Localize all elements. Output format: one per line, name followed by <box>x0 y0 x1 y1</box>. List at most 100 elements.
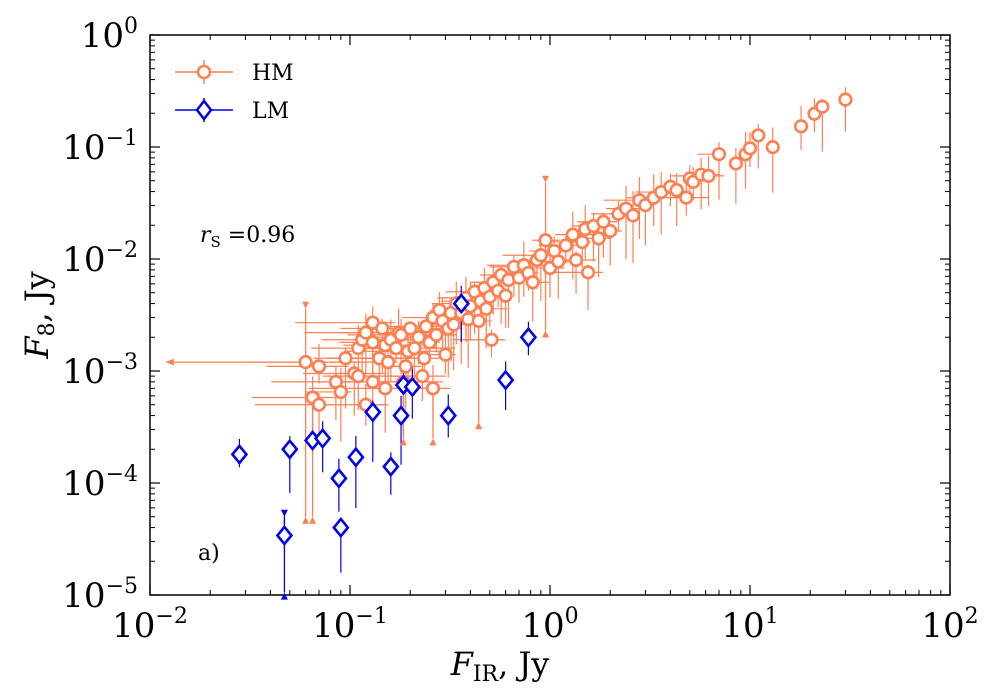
y-tick-label: 10−2 <box>62 238 138 280</box>
hm-point <box>358 325 373 340</box>
y-tick-label-exp: −2 <box>106 238 138 263</box>
x-tick-label-base: 10 <box>921 606 964 646</box>
y-tick-label-base: 10 <box>62 128 105 168</box>
x-tick-label-exp: −2 <box>155 604 187 629</box>
hm-point <box>471 313 486 329</box>
hm-point <box>415 369 430 384</box>
lm-point <box>332 517 350 539</box>
legend-lm-label: LM <box>252 99 289 124</box>
y-tick-label-exp: −1 <box>106 126 138 151</box>
hm-point <box>575 234 590 250</box>
y-tick-label-base: 10 <box>62 576 105 616</box>
hm-point <box>742 141 758 156</box>
hm-point <box>418 319 434 334</box>
upper-limit-arrowhead <box>475 422 483 430</box>
y-axis-label: F8, Jy <box>18 271 60 359</box>
hm-point <box>393 327 409 343</box>
hm-point <box>351 369 366 384</box>
hm-point <box>298 355 313 370</box>
hm-point <box>417 351 432 366</box>
lm-point <box>230 443 249 465</box>
lm-point <box>347 446 365 468</box>
y-tick-label-base: 10 <box>81 16 124 56</box>
legend-entry-hm: HM <box>175 60 294 86</box>
upper-limit-arrowhead <box>302 516 310 524</box>
hm-point <box>679 190 694 205</box>
lm-point <box>496 369 515 391</box>
spearman-annotation: rS =0.96 <box>200 223 295 251</box>
lm-point <box>452 293 470 315</box>
hm-point <box>479 301 494 316</box>
lm-point <box>330 467 348 489</box>
hm-point <box>498 288 513 303</box>
lm-point <box>382 456 400 478</box>
hm-point <box>580 265 596 280</box>
x-tick-label-exp: 0 <box>565 604 579 629</box>
hm-point <box>446 317 461 332</box>
hm-point <box>765 139 780 155</box>
hm-point <box>793 119 809 134</box>
hm-point <box>484 332 499 347</box>
lower-limit-arrowhead <box>302 301 310 309</box>
x-tick-label: 10−2 <box>112 604 188 646</box>
x-tick-label-exp: 1 <box>765 604 779 629</box>
y-tick-label: 10−1 <box>62 126 138 168</box>
left-limit-arrowhead <box>165 358 174 366</box>
error-bars <box>238 87 847 573</box>
panel-label: a) <box>198 541 220 566</box>
hm-point <box>533 248 548 263</box>
upper-limit-arrowhead <box>309 516 317 524</box>
lm-point <box>403 376 422 398</box>
hm-point <box>403 321 418 336</box>
y-tick-label: 10−3 <box>62 350 138 392</box>
y-tick-label-exp: 0 <box>124 14 138 39</box>
lower-limit-arrowhead <box>280 509 288 517</box>
hm-point <box>425 381 441 396</box>
x-tick-label-exp: 2 <box>965 604 979 629</box>
x-tick-label-base: 10 <box>721 606 764 646</box>
upper-limit-arrowhead <box>542 330 550 338</box>
upper-limit-arrowhead <box>399 438 407 446</box>
hm-point <box>625 208 641 223</box>
hm-point <box>751 128 766 143</box>
y-tick-label-exp: −3 <box>106 350 138 375</box>
hm-point <box>380 355 396 370</box>
upper-limit-arrowhead <box>280 592 288 600</box>
x-tick-label-base: 10 <box>521 606 564 646</box>
lower-limit-arrowhead <box>542 175 550 183</box>
hm-point <box>669 183 684 198</box>
hm-point <box>438 347 453 362</box>
x-tick-label: 100 <box>521 604 578 646</box>
hm-point <box>525 275 540 290</box>
x-tick-label-base: 10 <box>312 606 355 646</box>
hm-point <box>365 374 380 389</box>
y-tick-label-base: 10 <box>62 352 105 392</box>
x-tick-label: 101 <box>721 604 778 646</box>
hm-point <box>551 254 566 269</box>
y-tick-label-exp: −5 <box>106 574 138 599</box>
y-tick-label: 100 <box>81 14 138 56</box>
hm-point <box>311 397 327 412</box>
y-tick-label-base: 10 <box>62 240 105 280</box>
hm-point <box>398 359 413 374</box>
x-tick-label: 10−1 <box>312 604 388 646</box>
y-tick-label: 10−4 <box>62 462 138 504</box>
legend-lm-marker <box>195 98 213 122</box>
hm-point <box>815 99 830 114</box>
hm-point <box>591 231 606 246</box>
lm-point <box>281 438 299 460</box>
upper-limit-arrowhead <box>429 438 437 446</box>
hm-point <box>411 330 426 345</box>
hm-point <box>596 214 611 229</box>
x-tick-label: 102 <box>921 604 978 646</box>
y-tick-label-base: 10 <box>62 464 105 504</box>
lm-point <box>392 405 410 427</box>
hm-point <box>568 252 584 268</box>
data-markers <box>230 92 853 547</box>
hm-point <box>603 223 618 239</box>
lm-point <box>275 524 294 547</box>
hm-point <box>388 341 404 356</box>
